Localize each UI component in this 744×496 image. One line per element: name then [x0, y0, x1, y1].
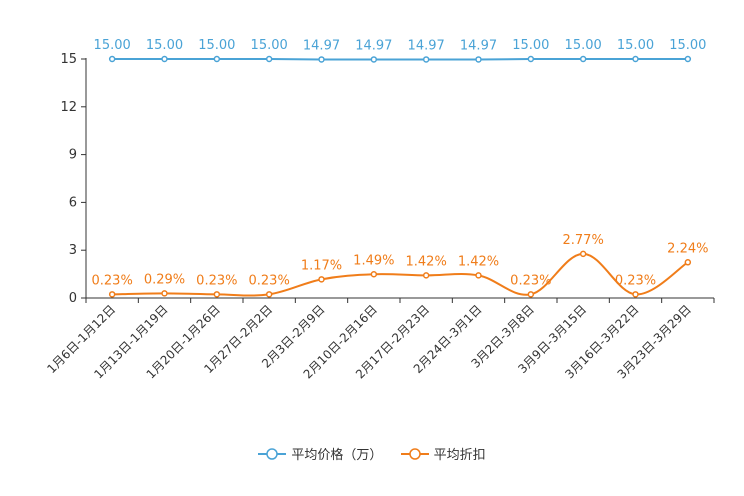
labels-layer: 15.00 15.00 15.00 15.00 14.97 14.97 14.97 14.97… — [92, 38, 709, 288]
series-layer — [108, 55, 692, 298]
data-point — [527, 55, 535, 63]
data-point — [161, 55, 168, 63]
data-point — [213, 291, 221, 298]
data-label: 14.97 — [460, 38, 497, 53]
data-label: 0.23% — [510, 273, 551, 288]
data-point — [684, 55, 692, 63]
data-label: 0.23% — [92, 273, 133, 288]
data-point — [161, 290, 168, 297]
y-tick-label: 15 — [60, 52, 77, 67]
data-label: 15.00 — [146, 38, 183, 53]
data-point — [475, 56, 482, 63]
y-tick-label: 0 — [69, 291, 77, 306]
y-tick-label: 12 — [60, 100, 77, 115]
data-label: 15.00 — [512, 38, 549, 53]
legend-item-price[interactable]: 平均价格（万） — [258, 444, 382, 463]
data-label: 2.24% — [667, 241, 708, 256]
data-point — [684, 259, 692, 266]
data-point — [318, 56, 325, 63]
data-point — [527, 291, 535, 298]
data-label: 14.97 — [355, 38, 392, 53]
data-point — [475, 272, 482, 279]
data-point — [213, 55, 221, 63]
data-point — [422, 272, 430, 279]
data-label: 1.17% — [301, 258, 342, 273]
legend-discount-icon — [400, 447, 429, 460]
data-point — [579, 55, 587, 63]
data-label: 1.42% — [406, 254, 447, 269]
axes: 036912151月6日-1月12日1月13日-1月19日1月20日-1月26日… — [44, 52, 715, 382]
data-point — [632, 55, 639, 63]
legend-discount-label: 平均折扣 — [433, 448, 486, 463]
data-point — [370, 56, 378, 63]
data-label: 15.00 — [669, 38, 706, 53]
data-point — [265, 291, 273, 298]
data-point — [422, 56, 430, 63]
data-label: 14.97 — [303, 38, 340, 53]
data-label: 15.00 — [251, 38, 288, 53]
y-tick-label: 6 — [69, 195, 77, 210]
data-label: 0.23% — [249, 273, 290, 288]
data-point — [370, 271, 378, 278]
data-point — [632, 291, 639, 298]
data-point — [108, 291, 116, 298]
data-label: 2.77% — [563, 233, 604, 248]
data-label: 15.00 — [198, 38, 235, 53]
legend-price-label: 平均价格（万） — [291, 448, 383, 463]
data-label: 15.00 — [94, 38, 131, 53]
data-label: 1.42% — [458, 254, 499, 269]
data-label: 1.49% — [353, 253, 394, 268]
data-point — [318, 276, 325, 283]
data-label: 0.23% — [196, 273, 237, 288]
legend-price-icon — [258, 447, 287, 460]
data-point — [265, 55, 273, 63]
data-label: 15.00 — [565, 38, 602, 53]
data-label: 15.00 — [617, 38, 654, 53]
legend-item-discount[interactable]: 平均折扣 — [400, 444, 486, 463]
data-label: 14.97 — [408, 38, 445, 53]
data-label: 0.23% — [615, 273, 656, 288]
data-label: 0.29% — [144, 272, 185, 287]
data-point — [108, 55, 116, 63]
y-tick-label: 3 — [69, 243, 77, 258]
data-point — [579, 250, 587, 258]
legend: 平均价格（万） 平均折扣 — [0, 444, 744, 465]
y-tick-label: 9 — [69, 148, 77, 163]
